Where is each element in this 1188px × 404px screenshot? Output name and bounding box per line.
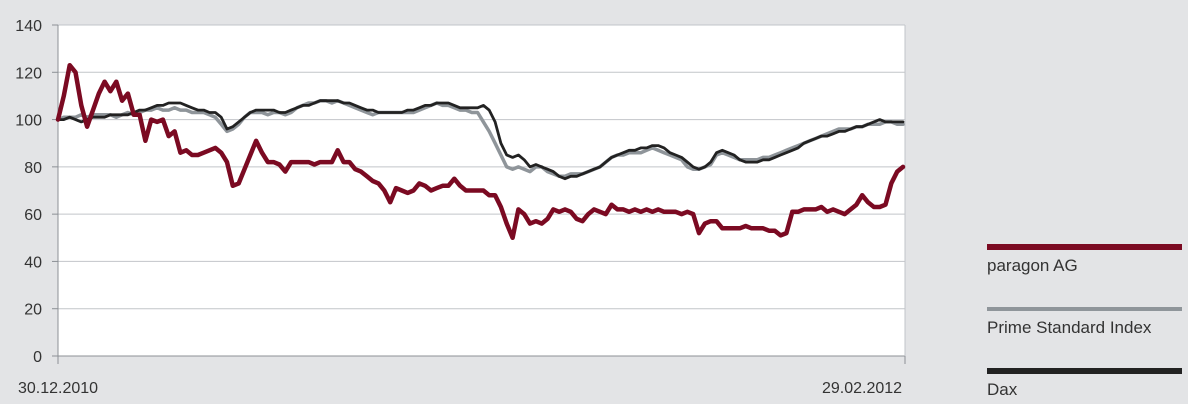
- y-tick-label: 60: [24, 207, 42, 224]
- series-lines: [55, 62, 906, 241]
- series-line-dax: [56, 99, 905, 181]
- grid-lines: [58, 24, 905, 310]
- series-line-paragon-ag: [55, 62, 906, 241]
- y-tick-label: 20: [24, 302, 42, 319]
- y-tick-label: 120: [15, 65, 42, 82]
- y-tick-label: 40: [24, 254, 42, 271]
- series-line-prime-standard-index: [56, 98, 905, 179]
- x-tick-label-end: 29.02.2012: [822, 380, 902, 397]
- legend-label-dax: Dax: [987, 380, 1018, 399]
- y-tick-label: 0: [33, 349, 42, 366]
- axes: [57, 25, 906, 364]
- y-tick-label: 100: [15, 113, 42, 130]
- legend: paragon AG Prime Standard Index Dax: [987, 244, 1182, 399]
- y-tick-label: 80: [24, 160, 42, 177]
- x-tick-label-start: 30.12.2010: [18, 380, 98, 397]
- legend-label-prime-standard-index: Prime Standard Index: [987, 318, 1152, 337]
- y-tick-label: 140: [15, 18, 42, 35]
- y-axis-ticks: 0 20 40 60 80 100 120 140: [15, 18, 58, 366]
- legend-label-paragon-ag: paragon AG: [987, 256, 1078, 275]
